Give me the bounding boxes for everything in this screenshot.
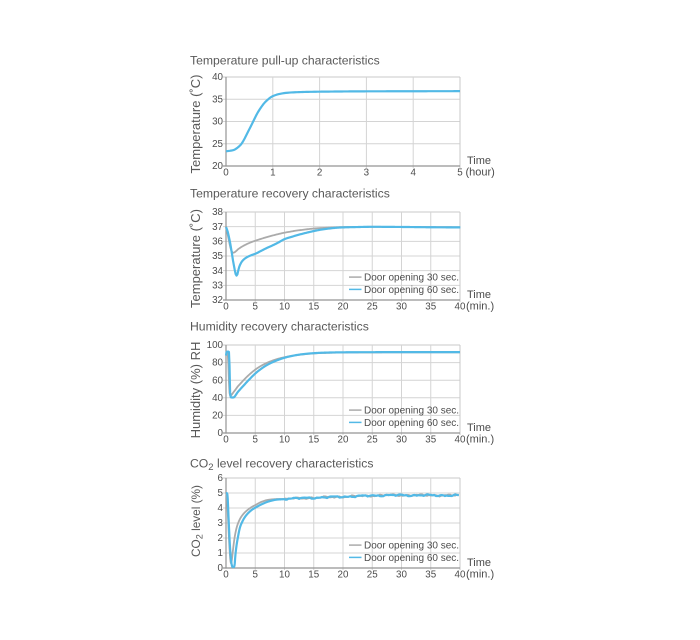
svg-text:40: 40 (455, 301, 466, 312)
svg-text:35: 35 (425, 434, 436, 445)
svg-text:15: 15 (308, 301, 319, 312)
svg-text:5: 5 (253, 434, 259, 445)
svg-text:25: 25 (212, 139, 223, 150)
svg-text:3: 3 (364, 167, 370, 178)
svg-text:6: 6 (218, 473, 224, 484)
svg-text:40: 40 (455, 434, 466, 445)
svg-text:Door opening 30 sec.: Door opening 30 sec. (364, 541, 459, 552)
svg-text:2: 2 (218, 533, 223, 544)
svg-text:20: 20 (338, 301, 349, 312)
svg-text:2: 2 (317, 167, 322, 178)
svg-text:(min.): (min.) (466, 433, 494, 445)
svg-text:60: 60 (212, 375, 223, 386)
svg-text:10: 10 (279, 569, 290, 580)
svg-text:35: 35 (425, 301, 436, 312)
svg-text:Time: Time (467, 557, 491, 569)
svg-text:CO2 level recovery characteris: CO2 level recovery characteristics (190, 457, 373, 474)
svg-text:Temperature recovery character: Temperature recovery characteristics (190, 187, 390, 201)
svg-text:30: 30 (396, 569, 407, 580)
svg-text:1: 1 (270, 167, 275, 178)
svg-text:CO2 level (%): CO2 level (%) (189, 485, 204, 557)
svg-text:37: 37 (212, 222, 223, 233)
svg-text:(hour): (hour) (466, 166, 495, 178)
svg-text:0: 0 (223, 301, 229, 312)
svg-text:25: 25 (367, 434, 378, 445)
svg-text:0: 0 (223, 434, 229, 445)
svg-text:40: 40 (212, 72, 223, 83)
svg-text:5: 5 (218, 488, 224, 499)
svg-text:Door opening 60 sec.: Door opening 60 sec. (364, 553, 459, 564)
svg-text:35: 35 (212, 251, 223, 262)
svg-text:5: 5 (457, 167, 463, 178)
svg-text:38: 38 (212, 207, 223, 218)
svg-text:32: 32 (212, 295, 223, 306)
svg-text:Temperature (˚C): Temperature (˚C) (188, 209, 203, 308)
svg-text:Humidity (%) RH: Humidity (%) RH (188, 342, 203, 439)
svg-text:4: 4 (218, 503, 224, 514)
svg-text:3: 3 (218, 518, 224, 529)
svg-text:10: 10 (279, 434, 290, 445)
svg-text:4: 4 (410, 167, 416, 178)
svg-text:Door opening 60 sec.: Door opening 60 sec. (364, 418, 459, 429)
svg-text:30: 30 (396, 301, 407, 312)
svg-text:25: 25 (367, 569, 378, 580)
svg-text:Door opening 60 sec.: Door opening 60 sec. (364, 285, 459, 296)
svg-text:Time: Time (467, 289, 491, 301)
svg-text:(min.): (min.) (466, 300, 494, 312)
svg-text:Door opening 30 sec.: Door opening 30 sec. (364, 406, 459, 417)
svg-text:Time: Time (467, 155, 491, 167)
svg-text:30: 30 (212, 117, 223, 128)
svg-text:Time: Time (467, 422, 491, 434)
svg-text:0: 0 (218, 563, 224, 574)
svg-text:0: 0 (223, 569, 229, 580)
svg-text:10: 10 (279, 301, 290, 312)
svg-text:34: 34 (212, 266, 223, 277)
svg-text:36: 36 (212, 236, 223, 247)
svg-text:(min.): (min.) (466, 568, 494, 580)
svg-text:1: 1 (218, 548, 223, 559)
svg-text:Temperature (˚C): Temperature (˚C) (188, 75, 203, 174)
svg-text:5: 5 (253, 301, 259, 312)
svg-text:35: 35 (212, 94, 223, 105)
svg-text:Door opening 30 sec.: Door opening 30 sec. (364, 273, 459, 284)
svg-text:80: 80 (212, 358, 223, 369)
svg-text:20: 20 (338, 434, 349, 445)
svg-text:15: 15 (308, 569, 319, 580)
svg-text:30: 30 (396, 434, 407, 445)
svg-text:100: 100 (207, 340, 224, 351)
svg-text:25: 25 (367, 301, 378, 312)
svg-text:35: 35 (425, 569, 436, 580)
svg-text:33: 33 (212, 280, 223, 291)
svg-text:0: 0 (223, 167, 229, 178)
svg-text:Temperature pull-up characteri: Temperature pull-up characteristics (190, 54, 380, 68)
svg-text:0: 0 (218, 428, 224, 439)
svg-text:20: 20 (212, 161, 223, 172)
svg-text:20: 20 (212, 411, 223, 422)
svg-text:15: 15 (308, 434, 319, 445)
svg-text:5: 5 (253, 569, 259, 580)
svg-text:40: 40 (212, 393, 223, 404)
svg-text:40: 40 (455, 569, 466, 580)
svg-text:Humidity recovery characterist: Humidity recovery characteristics (190, 320, 369, 334)
svg-text:20: 20 (338, 569, 349, 580)
